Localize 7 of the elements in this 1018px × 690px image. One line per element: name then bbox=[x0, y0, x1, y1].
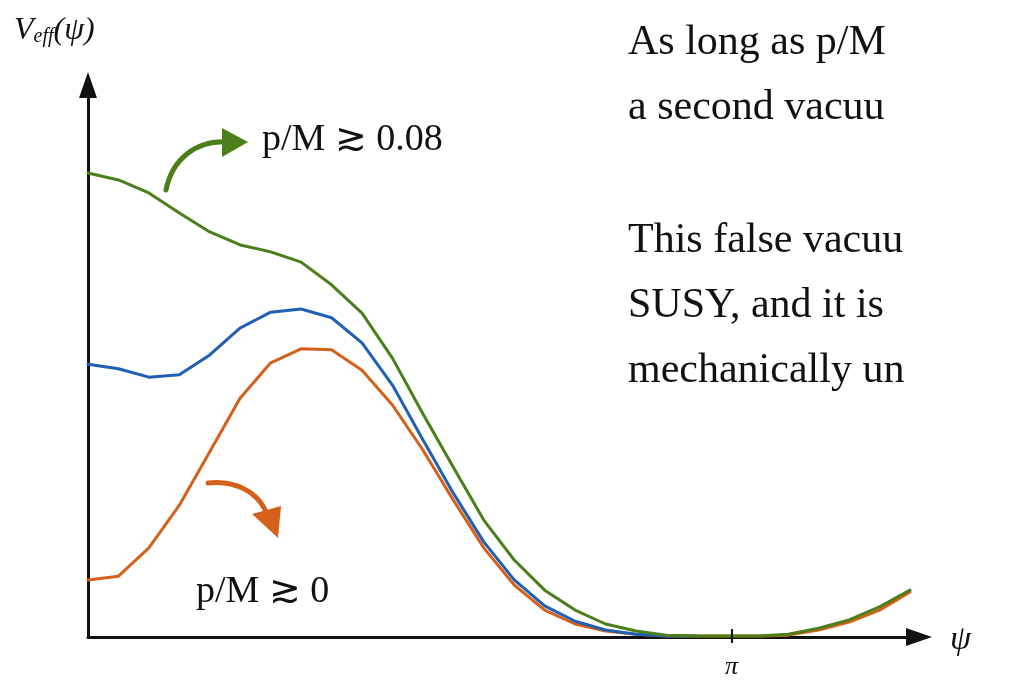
x-axis-title: ψ bbox=[950, 618, 972, 656]
text: As long as p/M a second vacuu bbox=[628, 16, 886, 131]
text: π bbox=[724, 651, 738, 680]
y-axis-title: Veff(ψ) bbox=[14, 10, 95, 47]
annotation: This false vacuu SUSY, and it is mechanically un bbox=[628, 214, 905, 394]
text: p/M ≳ 0.08 bbox=[262, 115, 443, 160]
annotation: p/M ≳ 0 bbox=[196, 567, 330, 612]
